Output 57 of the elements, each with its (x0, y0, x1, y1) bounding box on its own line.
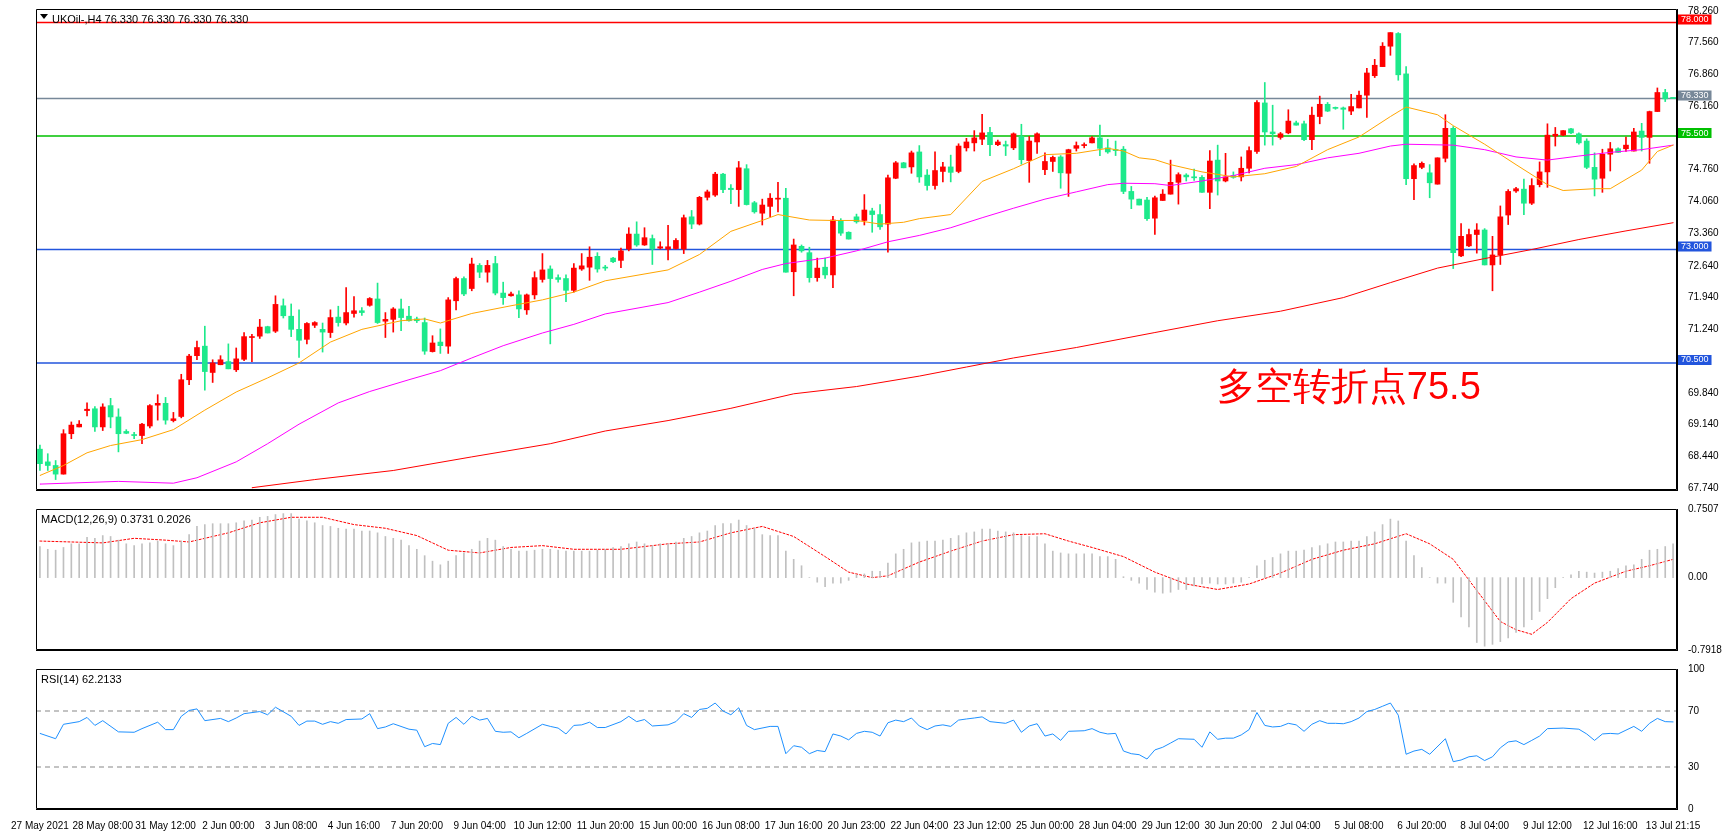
x-tick-label: 23 Jun 12:00 (953, 819, 1012, 831)
y-tick-label: 74.060 (1688, 195, 1720, 207)
ref-line-label: 70.500 (1681, 354, 1709, 365)
y-tick-label: 67.740 (1688, 481, 1720, 493)
y-tick-label: 76.860 (1688, 68, 1720, 80)
chart-title: RSI(14) 62.2133 (41, 672, 122, 685)
y-tick-label: 69.140 (1688, 418, 1720, 430)
x-tick-label: 30 Jun 20:00 (1204, 819, 1263, 831)
ref-line-label: 73.000 (1681, 240, 1709, 251)
x-tick-label: 28 May 08:00 (72, 819, 134, 831)
chart-title: UKOil-,H4 76.330 76.330 76.330 76.330 (52, 12, 249, 25)
y-tick-label: 0 (1688, 802, 1694, 814)
y-tick-label: 68.440 (1688, 450, 1720, 462)
x-tick-label: 29 Jun 12:00 (1141, 819, 1200, 831)
x-tick-label: 16 Jun 08:00 (701, 819, 761, 831)
x-tick-label: 22 Jun 04:00 (890, 819, 949, 831)
y-tick-label: 69.840 (1688, 386, 1720, 398)
x-tick-label: 15 Jun 00:00 (639, 819, 698, 831)
y-tick-label: 72.640 (1688, 259, 1720, 271)
x-tick-label: 2 Jun 00:00 (202, 819, 255, 831)
y-tick-label: 77.560 (1688, 36, 1720, 48)
y-tick-label: 73.360 (1688, 226, 1720, 238)
x-tick-label: 12 Jul 16:00 (1583, 819, 1638, 831)
y-tick-label: -0.7918 (1688, 643, 1723, 655)
ref-line-label: 75.500 (1681, 127, 1709, 138)
y-tick-label: 71.940 (1688, 291, 1720, 303)
y-tick-label: 78.260 (1688, 4, 1720, 16)
x-tick-label: 3 Jun 08:00 (265, 819, 318, 831)
x-tick-label: 9 Jul 12:00 (1522, 819, 1573, 831)
y-tick-label: 76.160 (1688, 99, 1720, 111)
y-tick-label: 74.760 (1688, 163, 1720, 175)
y-tick-label: 0.7507 (1688, 502, 1720, 514)
ref-line-label: 78.000 (1681, 14, 1709, 25)
ref-line-label: 76.330 (1681, 89, 1709, 100)
x-tick-label: 27 May 2021 (11, 819, 70, 831)
x-tick-label: 17 Jun 16:00 (764, 819, 824, 831)
x-tick-label: 8 Jul 04:00 (1460, 819, 1510, 831)
x-tick-label: 13 Jul 21:15 (1645, 819, 1701, 831)
x-tick-label: 25 Jun 00:00 (1016, 819, 1075, 831)
x-tick-label: 20 Jun 23:00 (827, 819, 886, 831)
x-tick-label: 10 Jun 12:00 (513, 819, 572, 831)
chart-title: MACD(12,26,9) 0.3731 0.2026 (41, 512, 191, 525)
y-tick-label: 70 (1688, 704, 1700, 716)
x-tick-label: 6 Jul 20:00 (1397, 819, 1447, 831)
x-tick-label: 11 Jun 20:00 (576, 819, 635, 831)
y-tick-label: 71.240 (1688, 323, 1720, 335)
x-tick-label: 7 Jun 20:00 (390, 819, 444, 831)
y-tick-label: 0.00 (1688, 571, 1708, 583)
x-tick-label: 2 Jul 04:00 (1271, 819, 1322, 831)
y-tick-label: 30 (1688, 760, 1700, 772)
x-tick-label: 4 Jun 16:00 (327, 819, 381, 831)
x-tick-label: 9 Jun 04:00 (453, 819, 507, 831)
x-tick-label: 31 May 12:00 (135, 819, 197, 831)
y-tick-label: 100 (1688, 662, 1706, 674)
annotation: 多空转折点75.5 (1216, 365, 1481, 408)
x-tick-label: 5 Jul 08:00 (1334, 819, 1384, 831)
x-tick-label: 28 Jun 04:00 (1078, 819, 1138, 831)
